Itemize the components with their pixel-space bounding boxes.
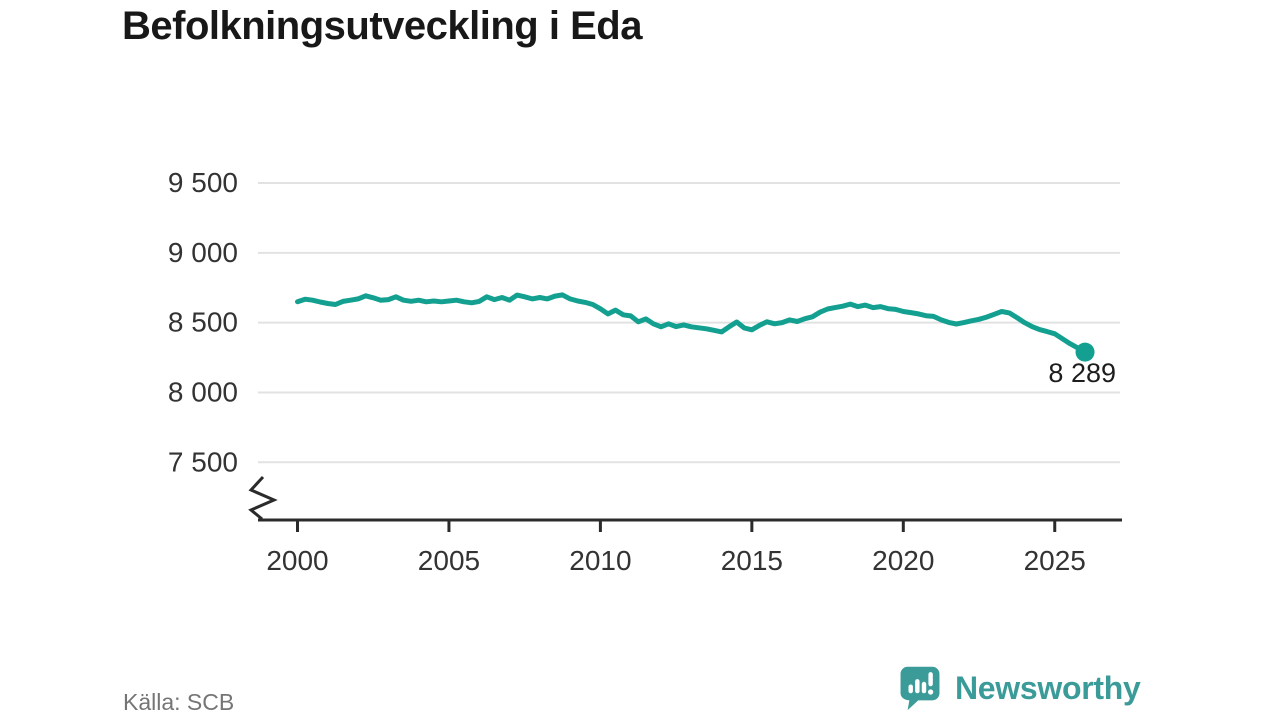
population-line-chart: 9 500 9 000 8 500 8 000 7 500 2000 2005 2010 201…	[168, 167, 1122, 576]
brand-name: Newsworthy	[955, 670, 1141, 706]
y-axis-tick-label: 7 500	[168, 446, 238, 477]
x-axis-tick-label: 2015	[721, 545, 783, 576]
y-axis-tick-label: 8 500	[168, 307, 238, 338]
chart-title: Befolkningsutveckling i Eda	[122, 4, 642, 48]
logo-bar-medium	[921, 681, 927, 694]
population-line-series	[295, 292, 1088, 355]
logo-exclamation-dot	[927, 689, 934, 695]
newsworthy-logo: Newsworthy	[897, 665, 1141, 711]
logo-bar-short	[908, 684, 913, 694]
y-axis-tick-label: 8 000	[168, 376, 238, 407]
logo-bar-tall	[915, 679, 920, 694]
logo-exclamation-bar	[928, 672, 933, 687]
axis-break-icon	[248, 475, 278, 521]
x-axis-tick-label: 2005	[418, 545, 480, 576]
last-point-value-label: 8 289	[1048, 358, 1116, 388]
x-axis-tick-label: 2010	[569, 545, 631, 576]
last-point-marker	[1075, 342, 1095, 362]
logo-bubble-shape	[900, 666, 940, 711]
x-axis-tick-label: 2020	[872, 545, 934, 576]
y-axis-tick-label: 9 500	[168, 167, 238, 198]
source-note: Källa: SCB	[123, 689, 235, 715]
x-axis-tick-label: 2025	[1024, 545, 1086, 576]
y-axis-tick-label: 9 000	[168, 237, 238, 268]
newsworthy-logo-icon	[900, 666, 940, 711]
x-axis-tick-label: 2000	[266, 545, 328, 576]
